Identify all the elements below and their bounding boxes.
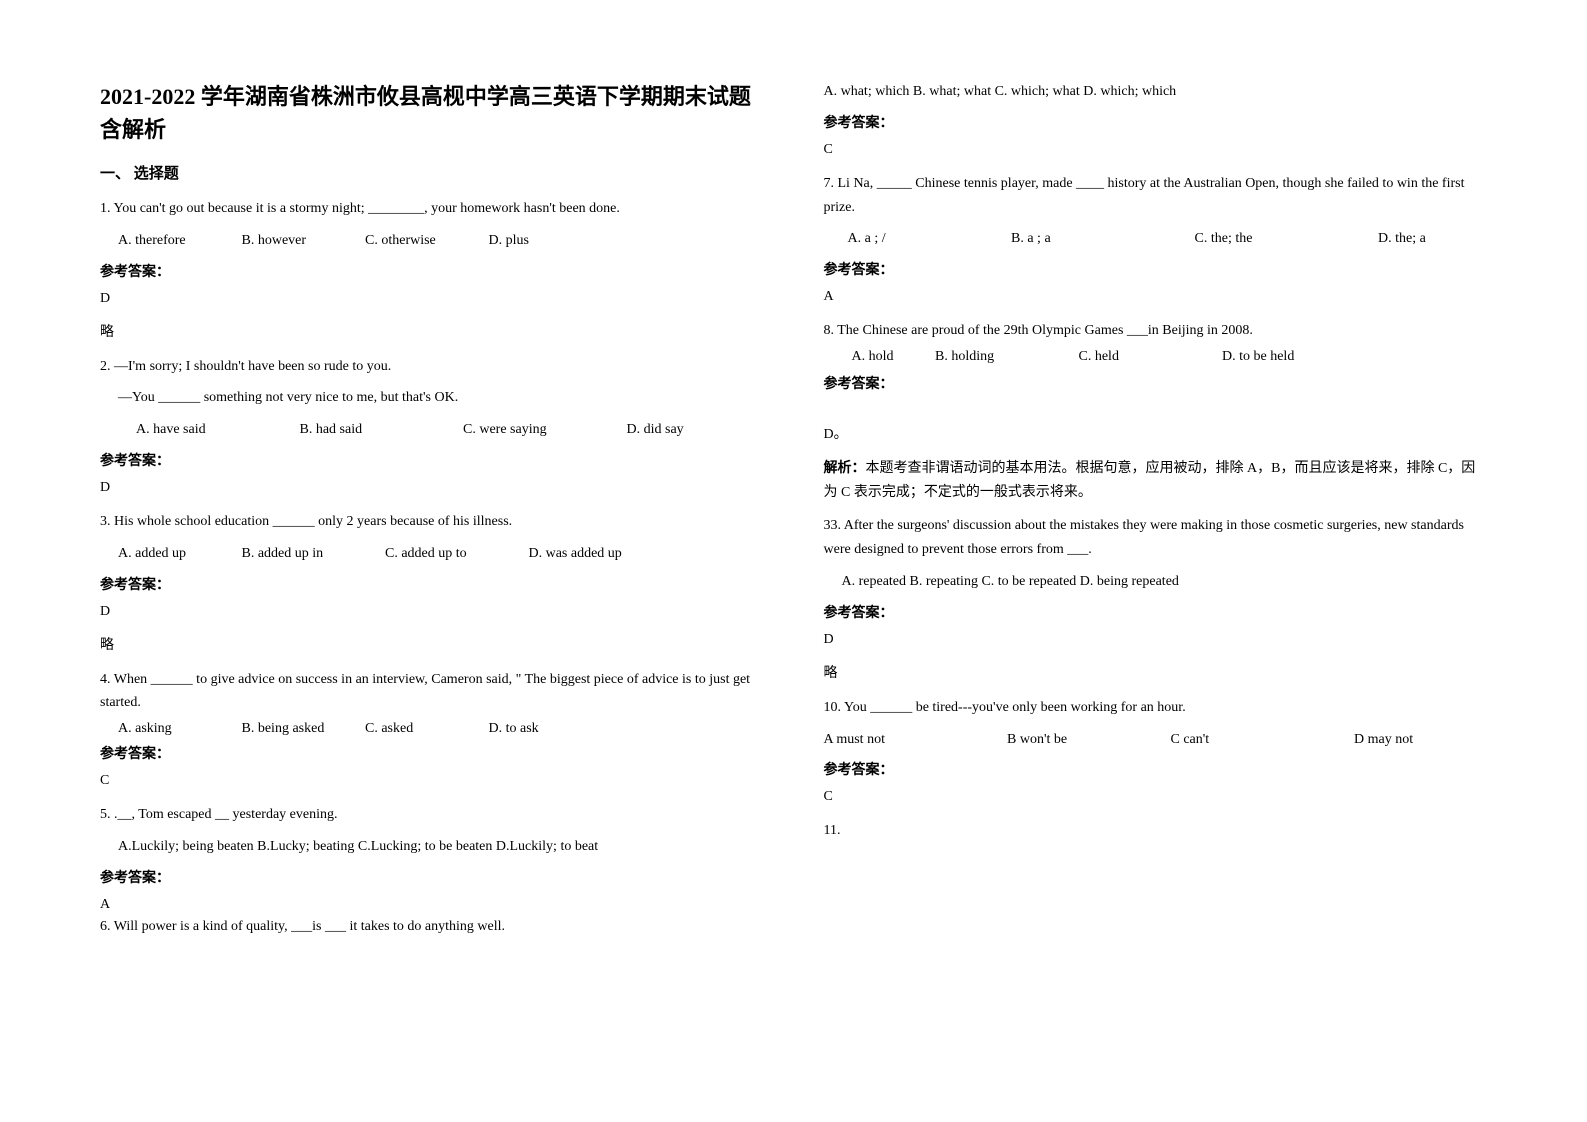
q8-explain-text: 本题考查非谓语动词的基本用法。根据句意，应用被动，排除 A，B，而且应该是将来，…	[824, 461, 1476, 500]
q7-opt-b: B. a ; a	[1011, 227, 1191, 251]
q1-opt-c: C. otherwise	[365, 229, 485, 253]
q4-options: A. asking B. being asked C. asked D. to …	[100, 717, 764, 741]
q6-text: 6. Will power is a kind of quality, ___i…	[100, 915, 764, 939]
q1-answer-label: 参考答案：	[100, 261, 764, 281]
q5-options: A.Luckily; being beaten B.Lucky; beating…	[100, 835, 764, 859]
q5-answer-label: 参考答案：	[100, 867, 764, 887]
q4-text: 4. When ______ to give advice on success…	[100, 668, 764, 716]
q4-opt-b: B. being asked	[242, 717, 362, 741]
q7-opt-a: A. a ; /	[848, 227, 1008, 251]
q33-options: A. repeated B. repeating C. to be repeat…	[824, 570, 1488, 594]
q10-opt-d: D may not	[1354, 728, 1413, 752]
q8-opt-c: C. held	[1079, 345, 1219, 369]
q2-opt-c: C. were saying	[463, 418, 623, 442]
q2-opt-d: D. did say	[627, 418, 684, 442]
q2-options: A. have said B. had said C. were saying …	[100, 418, 764, 442]
q8-explanation: 解析：本题考查非谓语动词的基本用法。根据句意，应用被动，排除 A，B，而且应该是…	[824, 457, 1488, 505]
q1-answer: D	[100, 291, 764, 307]
q7-text: 7. Li Na, _____ Chinese tennis player, m…	[824, 172, 1488, 220]
q1-opt-d: D. plus	[489, 229, 529, 253]
q33-text: 33. After the surgeons' discussion about…	[824, 514, 1488, 562]
q6-answer: C	[824, 142, 1488, 158]
q8-explain-label: 解析：	[824, 461, 866, 476]
q1-options: A. therefore B. however C. otherwise D. …	[100, 229, 764, 253]
q8-opt-a: A. hold	[852, 345, 932, 369]
right-column: A. what; which B. what; what C. which; w…	[824, 80, 1488, 1082]
q4-opt-d: D. to ask	[489, 717, 539, 741]
q3-options: A. added up B. added up in C. added up t…	[100, 542, 764, 566]
q3-opt-a: A. added up	[118, 542, 238, 566]
q5-answer: A	[100, 897, 764, 913]
q1-opt-a: A. therefore	[118, 229, 238, 253]
q2-answer-label: 参考答案：	[100, 450, 764, 470]
q1-omit: 略	[100, 321, 764, 341]
q4-answer: C	[100, 773, 764, 789]
q2-answer: D	[100, 480, 764, 496]
q33-omit: 略	[824, 662, 1488, 682]
q3-opt-d: D. was added up	[529, 542, 622, 566]
q10-options: A must not B won't be C can't D may not	[824, 728, 1488, 752]
q10-text: 10. You ______ be tired---you've only be…	[824, 696, 1488, 720]
q1-opt-b: B. however	[242, 229, 362, 253]
q8-answer: D。	[824, 423, 1488, 443]
q6-answer-label: 参考答案：	[824, 112, 1488, 132]
section-header: 一、 选择题	[100, 162, 764, 183]
q4-opt-c: C. asked	[365, 717, 485, 741]
q11-text: 11.	[824, 819, 1488, 843]
q10-opt-a: A must not	[824, 728, 1004, 752]
q1-text: 1. You can't go out because it is a stor…	[100, 197, 764, 221]
q3-opt-b: B. added up in	[242, 542, 382, 566]
q7-opt-d: D. the; a	[1378, 227, 1426, 251]
q3-answer-label: 参考答案：	[100, 574, 764, 594]
q10-answer-label: 参考答案：	[824, 759, 1488, 779]
q7-options: A. a ; / B. a ; a C. the; the D. the; a	[824, 227, 1488, 251]
q2-line1: 2. —I'm sorry; I shouldn't have been so …	[100, 355, 764, 379]
q2-opt-a: A. have said	[136, 418, 296, 442]
q3-omit: 略	[100, 634, 764, 654]
q5-text: 5. .__, Tom escaped __ yesterday evening…	[100, 803, 764, 827]
q8-options: A. hold B. holding C. held D. to be held	[824, 345, 1488, 369]
q6-options: A. what; which B. what; what C. which; w…	[824, 80, 1488, 104]
q10-answer: C	[824, 789, 1488, 805]
q33-answer: D	[824, 632, 1488, 648]
q3-text: 3. His whole school education ______ onl…	[100, 510, 764, 534]
q8-answer-label: 参考答案：	[824, 373, 1488, 393]
q2-line2: —You ______ something not very nice to m…	[100, 386, 764, 410]
q3-answer: D	[100, 604, 764, 620]
q2-opt-b: B. had said	[300, 418, 460, 442]
q8-text: 8. The Chinese are proud of the 29th Oly…	[824, 319, 1488, 343]
q10-opt-c: C can't	[1171, 728, 1351, 752]
q4-opt-a: A. asking	[118, 717, 238, 741]
q7-answer: A	[824, 289, 1488, 305]
q10-opt-b: B won't be	[1007, 728, 1167, 752]
q4-answer-label: 参考答案：	[100, 743, 764, 763]
document-title: 2021-2022 学年湖南省株洲市攸县高枧中学高三英语下学期期末试题含解析	[100, 80, 764, 146]
left-column: 2021-2022 学年湖南省株洲市攸县高枧中学高三英语下学期期末试题含解析 一…	[100, 80, 764, 1082]
q8-opt-b: B. holding	[935, 345, 1075, 369]
q7-opt-c: C. the; the	[1195, 227, 1375, 251]
q8-opt-d: D. to be held	[1222, 345, 1294, 369]
q7-answer-label: 参考答案：	[824, 259, 1488, 279]
q3-opt-c: C. added up to	[385, 542, 525, 566]
q33-answer-label: 参考答案：	[824, 602, 1488, 622]
